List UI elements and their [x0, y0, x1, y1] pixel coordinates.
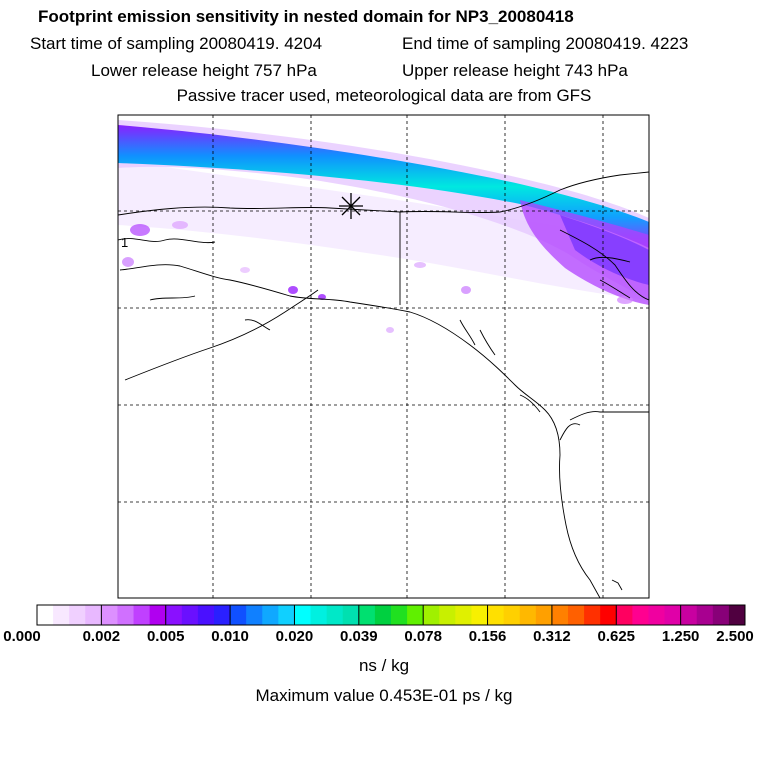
colorbar-cell	[342, 605, 360, 625]
colorbar-cell	[181, 605, 199, 625]
colorbar-tick-label: 0.078	[404, 628, 442, 645]
sensitivity-blob	[414, 262, 426, 268]
sensitivity-blob	[240, 267, 250, 273]
colorbar-cell	[117, 605, 135, 625]
footprint-plume	[118, 125, 649, 248]
coastlines	[118, 171, 649, 598]
colorbar-cell	[551, 605, 569, 625]
colorbar-tick-label: 0.002	[82, 628, 121, 645]
colorbar-cell	[165, 605, 183, 625]
colorbar-cell	[149, 605, 167, 625]
sensitivity-blob	[461, 286, 471, 294]
colorbar-cell	[53, 605, 70, 625]
plot-title: Footprint emission sensitivity in nested…	[38, 7, 574, 26]
colorbar-cell	[632, 605, 649, 625]
sensitivity-haze	[118, 160, 649, 300]
sensitivity-blob	[288, 286, 298, 294]
colorbar-unit: ns / kg	[358, 656, 410, 675]
colorbar-cell	[391, 605, 408, 625]
colorbar-cell	[85, 605, 102, 625]
colorbar-cell	[214, 605, 231, 625]
colorbar-cells	[36, 605, 746, 625]
colorbar-cell	[246, 605, 263, 625]
maximum-value-label: Maximum value 0.453E-01 ps / kg	[255, 686, 513, 705]
colorbar-cell	[680, 605, 698, 625]
blue-cluster-east	[560, 215, 649, 285]
sensitivity-blob	[172, 221, 188, 229]
colorbar-cell	[278, 605, 295, 625]
sensitivity-blob	[617, 296, 633, 304]
colorbar-cell	[648, 605, 666, 625]
colorbar-tick-label: 0.005	[146, 628, 185, 645]
colorbar-cell	[584, 605, 601, 625]
colorbar-cell	[37, 605, 54, 625]
colorbar-tick-label: 0.000	[3, 628, 41, 645]
colorbar-cell	[358, 605, 376, 625]
colorbar-tick-label: 0.312	[533, 628, 571, 645]
colorbar-cell	[600, 605, 617, 625]
colorbar-cell	[407, 605, 424, 625]
colorbar-cell	[503, 605, 521, 625]
colorbar-cell	[455, 605, 472, 625]
colorbar-cell	[374, 605, 392, 625]
colorbar-cell	[696, 605, 714, 625]
colorbar-cell	[519, 605, 537, 625]
colorbar-cell	[294, 605, 312, 625]
colorbar-cell	[133, 605, 151, 625]
map-frame	[117, 114, 650, 599]
colorbar-cell	[101, 605, 118, 625]
colorbar-cell	[568, 605, 585, 625]
colorbar-cell	[69, 605, 86, 625]
colorbar-cell	[664, 605, 682, 625]
sensitivity-blob	[318, 294, 326, 300]
receptor-asterisk	[339, 193, 363, 219]
lower-release-height-label: Lower release height 757 hPa	[91, 61, 317, 80]
colorbar-tick-label: 0.039	[340, 628, 378, 645]
sensitivity-blob	[122, 257, 134, 267]
start-time-label: Start time of sampling 20080419. 4204	[30, 34, 323, 53]
colorbar-cell	[728, 605, 746, 625]
sensitivity-blob	[386, 327, 394, 333]
colorbar-tick-label: 1.250	[661, 628, 700, 645]
colorbar-tick-label: 0.625	[597, 628, 636, 645]
colorbar-frame	[36, 604, 746, 626]
colorbar-tick-label: 0.010	[211, 628, 249, 645]
colorbar-cell	[326, 605, 344, 625]
sensitivity-blob	[130, 224, 150, 236]
colorbar-cell	[712, 605, 730, 625]
colorbar-cell	[310, 605, 328, 625]
colorbar-cell	[230, 605, 247, 625]
colorbar-cell	[616, 605, 633, 625]
colorbar-tick-label: 0.020	[275, 628, 314, 645]
colorbar-tick-label: 2.500	[716, 628, 754, 645]
map-edge-label: 1	[121, 235, 128, 250]
colorbar-cell	[535, 605, 553, 625]
colorbar-tick-label: 0.156	[468, 628, 507, 645]
upper-release-height-label: Upper release height 743 hPa	[402, 61, 628, 80]
colorbar-cell	[423, 605, 440, 625]
colorbar-cell	[439, 605, 456, 625]
colorbar-cell	[487, 605, 505, 625]
colorbar-cell	[197, 605, 215, 625]
colorbar-cell	[471, 605, 489, 625]
colorbar-cell	[262, 605, 279, 625]
end-time-label: End time of sampling 20080419. 4223	[402, 34, 689, 53]
tracer-note: Passive tracer used, meteorological data…	[176, 86, 592, 105]
